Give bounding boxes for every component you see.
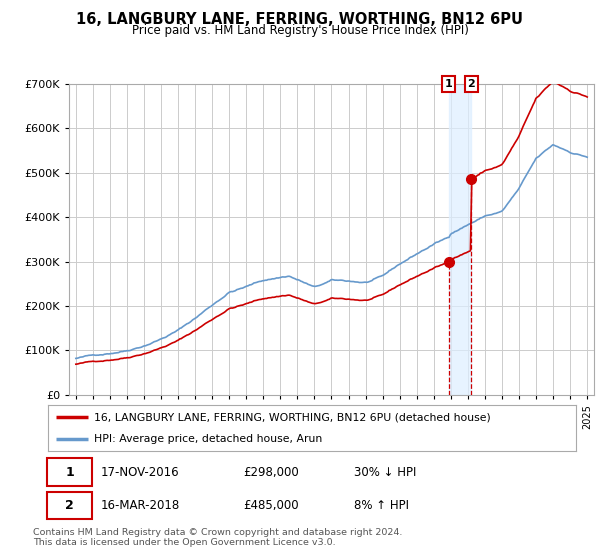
Text: HPI: Average price, detached house, Arun: HPI: Average price, detached house, Arun [94,435,323,444]
Text: 17-NOV-2016: 17-NOV-2016 [101,465,179,478]
Bar [449,84,472,395]
Text: Price paid vs. HM Land Registry's House Price Index (HPI): Price paid vs. HM Land Registry's House … [131,24,469,37]
FancyBboxPatch shape [47,458,92,486]
Text: 1: 1 [65,465,74,478]
Text: 1: 1 [445,79,452,89]
Text: 16-MAR-2018: 16-MAR-2018 [101,499,180,512]
Text: 8% ↑ HPI: 8% ↑ HPI [354,499,409,512]
Text: 30% ↓ HPI: 30% ↓ HPI [354,465,416,478]
Text: Contains HM Land Registry data © Crown copyright and database right 2024.
This d: Contains HM Land Registry data © Crown c… [33,528,403,548]
Text: 2: 2 [467,79,475,89]
Text: 2: 2 [65,499,74,512]
Text: 16, LANGBURY LANE, FERRING, WORTHING, BN12 6PU (detached house): 16, LANGBURY LANE, FERRING, WORTHING, BN… [94,412,491,422]
Text: 16, LANGBURY LANE, FERRING, WORTHING, BN12 6PU: 16, LANGBURY LANE, FERRING, WORTHING, BN… [77,12,523,27]
Text: £485,000: £485,000 [244,499,299,512]
Text: £298,000: £298,000 [244,465,299,478]
FancyBboxPatch shape [47,492,92,519]
